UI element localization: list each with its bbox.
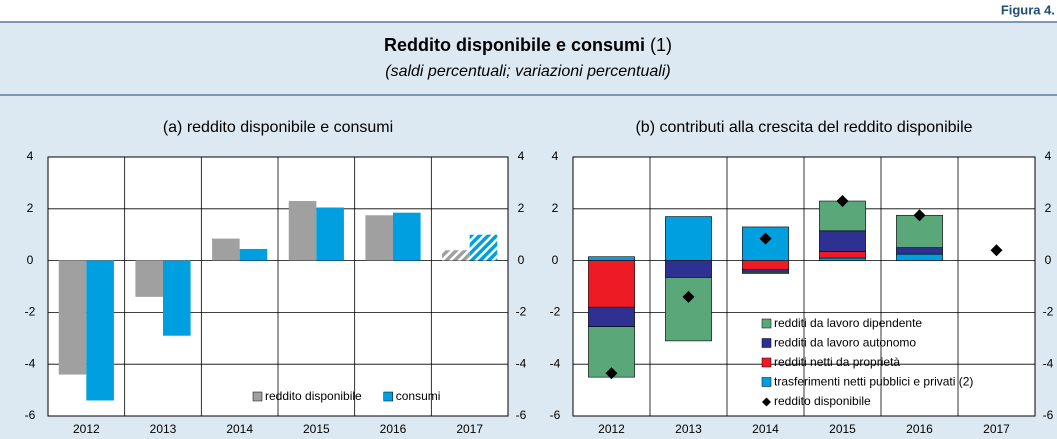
legend-swatch [383, 391, 393, 402]
bar-segment [665, 277, 712, 342]
y-tick-label: -4 [550, 356, 561, 370]
y-tick-label: -6 [550, 408, 561, 422]
bar-segment [819, 230, 866, 252]
legend-swatch [762, 397, 771, 407]
y-tick-label: 4 [27, 149, 34, 163]
bar [163, 260, 191, 336]
marker [836, 195, 849, 208]
y2-tick-label: 2 [1045, 201, 1052, 215]
bar [288, 201, 317, 261]
title-text: Reddito disponibile e consumi [384, 35, 645, 55]
chart-title: (b) contributi alla crescita del reddito… [635, 119, 972, 136]
y-tick-label: 0 [552, 253, 559, 267]
bar-segment [588, 306, 635, 327]
bar [393, 212, 421, 261]
plot-frame [47, 156, 509, 417]
bar [316, 207, 344, 261]
y2-tick-label: 0 [1045, 253, 1052, 267]
bar-segment [588, 260, 635, 308]
x-tick-label: 2013 [675, 422, 702, 436]
marker [913, 209, 926, 222]
y-tick-label: -4 [25, 356, 36, 370]
x-tick-label: 2014 [226, 422, 253, 436]
y2-tick-label: 4 [1045, 149, 1052, 163]
y-tick-label: -2 [550, 305, 561, 319]
bar-segment [742, 260, 789, 270]
legend-swatch [252, 391, 263, 402]
bar [212, 238, 240, 261]
bar [442, 250, 470, 261]
x-tick-label: 2015 [303, 422, 330, 436]
top-strip [0, 0, 1057, 22]
x-tick-label: 2012 [73, 422, 100, 436]
y2-tick-label: -2 [1043, 305, 1054, 319]
legend-label: reddito disponibile [265, 389, 362, 403]
x-tick-label: 2017 [983, 422, 1010, 436]
y2-tick-label: 2 [518, 201, 525, 215]
bars [58, 201, 498, 401]
legend-swatch [761, 318, 772, 329]
y2-tick-label: 4 [518, 149, 525, 163]
y2-tick-label: 0 [518, 253, 525, 267]
figure-title: Reddito disponibile e consumi (1) [384, 35, 672, 55]
bar-segment [742, 269, 789, 273]
marker [605, 367, 618, 380]
y-tick-label: 2 [27, 201, 34, 215]
legend-label: redditi netti da proprietà [774, 355, 900, 369]
bar-segment [665, 216, 712, 261]
legend-label: trasferimenti netti pubblici e privati (… [774, 375, 973, 389]
figure-number: Figura 4. [1001, 2, 1055, 17]
bar [365, 215, 393, 261]
bar-segment [742, 271, 789, 274]
y-tick-label: 2 [552, 201, 559, 215]
chart-title: (a) reddito disponibile e consumi [163, 119, 393, 136]
legend-swatch [761, 338, 772, 348]
legend-swatch [761, 377, 772, 387]
bar [58, 260, 87, 375]
x-tick-label: 2013 [150, 422, 177, 436]
x-tick-label: 2017 [456, 422, 483, 436]
legend-label: consumi [396, 389, 441, 403]
y-tick-label: -6 [25, 408, 36, 422]
y-tick-label: -2 [25, 305, 36, 319]
bar-segment [896, 253, 943, 261]
marker [759, 232, 772, 245]
y2-tick-label: -4 [1043, 356, 1054, 370]
y2-tick-label: -4 [516, 356, 527, 370]
legend-label: reddito disponibile [774, 394, 871, 408]
x-tick-label: 2012 [598, 422, 625, 436]
bar-segment [588, 256, 635, 261]
title-note: (1) [650, 35, 672, 55]
bar [135, 260, 163, 297]
bar [239, 248, 268, 261]
x-tick-label: 2015 [829, 422, 856, 436]
legend-swatch [761, 357, 772, 368]
x-tick-label: 2016 [380, 422, 407, 436]
y-tick-label: 0 [27, 253, 34, 267]
x-tick-label: 2016 [906, 422, 933, 436]
y2-tick-label: -6 [1043, 408, 1054, 422]
bar-segment [819, 257, 866, 261]
legend-label: redditi da lavoro dipendente [774, 316, 922, 330]
bar-segment [665, 260, 712, 278]
legend-label: redditi da lavoro autonomo [774, 336, 916, 350]
marker [990, 244, 1003, 257]
y2-tick-label: -6 [516, 408, 527, 422]
plot-frame [572, 156, 1036, 417]
bar-segment [819, 251, 866, 259]
bar-segment [896, 247, 943, 255]
marker [682, 290, 695, 303]
bar [469, 234, 498, 261]
bar [86, 260, 114, 401]
y2-tick-label: -2 [516, 305, 527, 319]
figure-subtitle: (saldi percentuali; variazioni percentua… [385, 63, 670, 80]
x-tick-label: 2014 [752, 422, 779, 436]
y-tick-label: 4 [552, 149, 559, 163]
